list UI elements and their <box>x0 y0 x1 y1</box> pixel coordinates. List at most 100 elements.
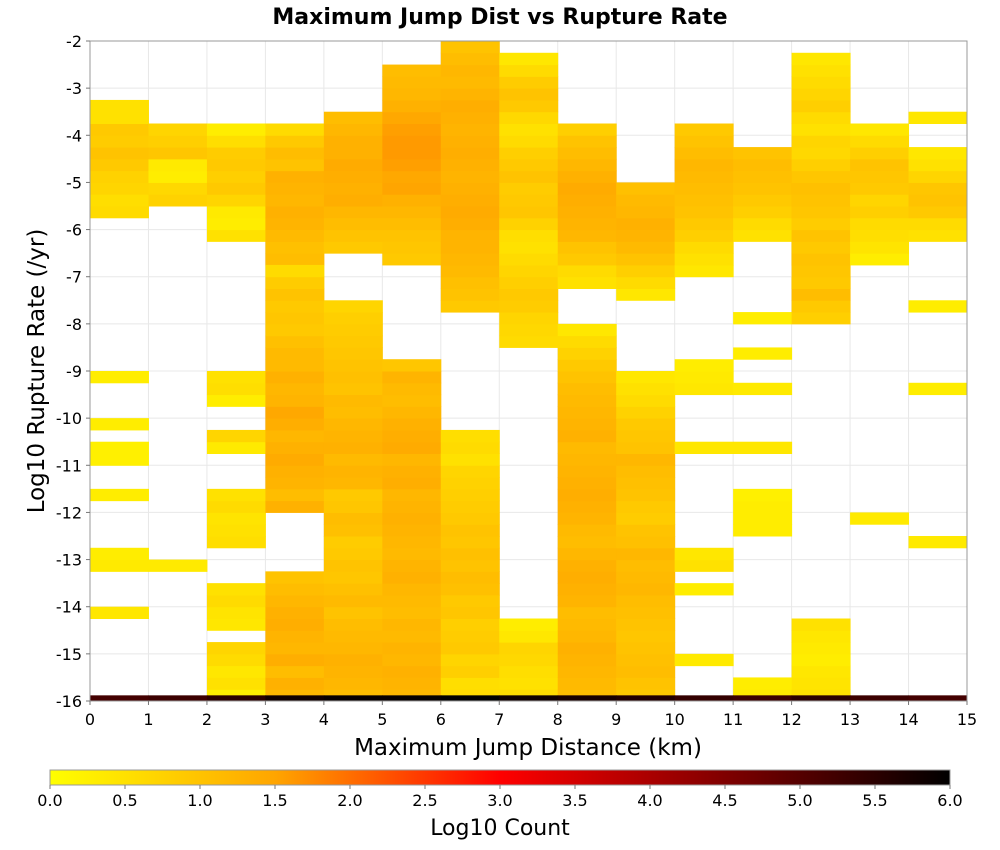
heatmap-cell <box>674 241 734 254</box>
heatmap-cell <box>440 453 500 466</box>
y-tick-label: -7 <box>66 268 82 287</box>
heatmap-cell <box>791 135 851 148</box>
heatmap-cell <box>90 194 149 207</box>
heatmap-cell <box>557 512 617 525</box>
heatmap-cell <box>90 111 149 124</box>
heatmap-cell <box>616 406 676 419</box>
heatmap-cell <box>206 665 266 678</box>
heatmap-cell <box>499 111 559 124</box>
heatmap-cell <box>791 88 851 101</box>
colorbar-tick-label: 4.5 <box>712 791 737 810</box>
heatmap-cell <box>908 147 968 160</box>
heatmap-cell <box>382 665 442 678</box>
x-tick-label: 11 <box>723 710 743 729</box>
x-tick-label: 14 <box>898 710 918 729</box>
heatmap-cell <box>323 135 383 148</box>
heatmap-cell <box>206 429 266 443</box>
y-tick-label: -14 <box>56 598 82 617</box>
heatmap-cell <box>733 170 793 183</box>
heatmap-cell <box>323 500 383 513</box>
colorbar-tick-label: 4.0 <box>637 791 662 810</box>
heatmap-cell <box>616 288 676 301</box>
heatmap-cell-bottom <box>733 695 793 701</box>
heatmap-cell <box>674 359 734 372</box>
heatmap-cell <box>90 170 149 183</box>
heatmap-cell <box>382 64 442 77</box>
heatmap-cell <box>206 158 266 172</box>
heatmap-cell <box>850 158 910 172</box>
heatmap-cell <box>148 123 208 136</box>
chart-title: Maximum Jump Dist vs Rupture Rate <box>272 5 727 30</box>
heatmap-cell <box>499 618 559 631</box>
heatmap-cell <box>499 677 559 690</box>
heatmap-cell <box>440 264 500 278</box>
y-tick-label: -8 <box>66 315 82 334</box>
heatmap-cell <box>791 642 851 655</box>
heatmap-cell <box>557 359 617 372</box>
heatmap-cell <box>265 229 325 242</box>
heatmap-cell <box>90 559 149 572</box>
heatmap-cell <box>616 665 676 678</box>
heatmap-cell <box>382 547 442 561</box>
heatmap-cell <box>791 253 851 266</box>
heatmap-cell <box>323 524 383 537</box>
heatmap-cell <box>382 158 442 172</box>
heatmap-cell <box>265 217 325 231</box>
heatmap-cell <box>265 194 325 207</box>
heatmap-cell <box>440 465 500 478</box>
heatmap-cell <box>499 194 559 207</box>
heatmap-cell <box>206 170 266 183</box>
heatmap-cell <box>616 394 676 407</box>
heatmap-cell <box>557 335 617 348</box>
y-axis-ticks: -2 -3 -4 -5 -6 -7 -8 -9 -10 -11 -12 -13 -14 -15 -16 <box>56 32 90 711</box>
heatmap-cell <box>557 182 617 195</box>
heatmap-cell <box>382 241 442 254</box>
heatmap-cell <box>440 488 500 502</box>
heatmap-cell <box>382 88 442 101</box>
heatmap-cell <box>382 206 442 219</box>
heatmap-cell <box>791 158 851 172</box>
x-tick-label: 0 <box>85 710 95 729</box>
heatmap-cell <box>616 429 676 443</box>
heatmap-cell <box>206 123 266 136</box>
heatmap-cell <box>499 300 559 313</box>
heatmap-cell <box>908 158 968 172</box>
heatmap-cell <box>674 217 734 231</box>
heatmap-cell <box>265 594 325 608</box>
heatmap-cell <box>90 158 149 172</box>
heatmap-cell <box>557 571 617 584</box>
heatmap-cell <box>499 147 559 160</box>
colorbar-tick-label: 2.5 <box>412 791 437 810</box>
heatmap-cell <box>791 99 851 113</box>
heatmap-cell <box>265 630 325 643</box>
x-tick-label: 6 <box>436 710 446 729</box>
heatmap-cell <box>323 182 383 195</box>
heatmap-cell <box>733 182 793 195</box>
heatmap-cell <box>323 111 383 124</box>
y-tick-label: -10 <box>56 409 82 428</box>
heatmap-cell <box>733 500 793 513</box>
x-tick-label: 8 <box>553 710 563 729</box>
heatmap-cell <box>440 182 500 195</box>
heatmap-cell <box>499 64 559 77</box>
heatmap-cell <box>733 217 793 231</box>
heatmap-cell <box>791 264 851 278</box>
heatmap-cell <box>499 217 559 231</box>
heatmap-cell <box>382 477 442 490</box>
heatmap-cell-bottom <box>616 695 676 701</box>
heatmap-cell <box>382 677 442 690</box>
heatmap-cell <box>382 371 442 384</box>
heatmap-cell <box>440 571 500 584</box>
heatmap-cell <box>440 441 500 454</box>
heatmap-cell <box>440 429 500 443</box>
heatmap-cell <box>850 512 910 525</box>
heatmap-cell <box>616 642 676 655</box>
heatmap-cell <box>850 135 910 148</box>
heatmap-cell <box>323 359 383 372</box>
heatmap-cell <box>557 241 617 254</box>
colorbar-tick-label: 0.5 <box>112 791 137 810</box>
heatmap-cell <box>908 111 968 124</box>
y-tick-label: -16 <box>56 692 82 711</box>
heatmap-cell <box>674 182 734 195</box>
heatmap-cell <box>382 594 442 608</box>
